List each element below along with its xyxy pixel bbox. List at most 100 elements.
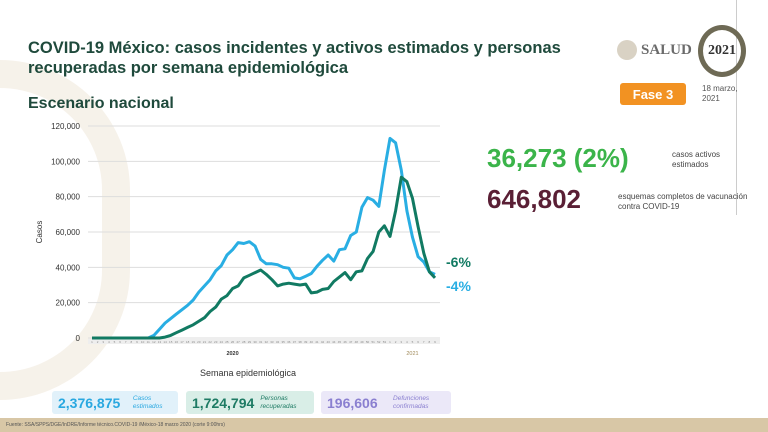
x-tick-label: 22: [208, 340, 212, 344]
x-tick-label: 34: [276, 340, 280, 344]
x-tick-label: 1: [389, 340, 391, 344]
x-tick-label: 23: [214, 340, 218, 344]
x-tick-label: 52: [377, 340, 381, 344]
x-tick-label: 10: [141, 340, 145, 344]
summary-recovered: 1,724,794 Personas recuperadas: [186, 391, 314, 414]
pct-change-top: -6%: [446, 254, 471, 270]
x-tick-label: 17: [180, 340, 184, 344]
year-label-2021: 2021: [406, 351, 418, 357]
mexico-2021-logo: 2021: [698, 25, 746, 77]
x-tick-label: 7: [125, 340, 127, 344]
x-tick-label: 20: [197, 340, 201, 344]
active-cases-label: casos activos estimados: [672, 150, 721, 169]
x-tick-label: 8: [131, 340, 133, 344]
x-tick-label: 43: [326, 340, 330, 344]
x-tick-label: 3: [102, 340, 104, 344]
x-tick-label: 30: [253, 340, 257, 344]
x-tick-label: 41: [315, 340, 319, 344]
x-tick-label: 45: [338, 340, 342, 344]
page-subtitle: Escenario nacional: [28, 95, 174, 112]
x-tick-label: 4: [406, 340, 408, 344]
series-line-0: [92, 136, 436, 340]
summary-value: 1,724,794: [192, 394, 255, 411]
x-tick-label: 46: [343, 340, 347, 344]
summary-label: Defunciones confirmadas: [393, 394, 430, 410]
series-line-1: [92, 175, 437, 340]
x-tick-label: 3: [400, 340, 402, 344]
summary-value: 196,606: [327, 394, 378, 411]
x-tick-label: 15: [169, 340, 173, 344]
salud-text: SALUD: [641, 41, 692, 58]
x-tick-label: 53: [383, 340, 387, 344]
x-tick-label: 50: [366, 340, 370, 344]
divider: [736, 0, 737, 215]
y-tick-label: 100,000: [51, 157, 80, 166]
x-tick-label: 18: [186, 340, 190, 344]
x-tick-label: 24: [220, 340, 224, 344]
summary-label: Personas recuperadas: [260, 394, 297, 410]
x-tick-label: 9: [434, 340, 436, 344]
x-tick-label: 39: [304, 340, 308, 344]
salud-logo: SALUD: [617, 40, 692, 60]
x-tick-label: 14: [163, 340, 167, 344]
x-tick-label: 33: [270, 340, 274, 344]
x-tick-label: 29: [248, 340, 252, 344]
year-label-2020: 2020: [226, 351, 238, 357]
x-tick-label: 2: [395, 340, 397, 344]
x-tick-label: 5: [412, 340, 414, 344]
x-axis-label: Semana epidemiológica: [200, 368, 296, 378]
y-tick-label: 20,000: [56, 299, 81, 308]
x-tick-label: 35: [282, 340, 286, 344]
date-label: 18 marzo, 2021: [702, 84, 738, 103]
x-tick-label: 27: [237, 340, 241, 344]
summary-label: Casos estimados: [132, 394, 163, 410]
x-tick-label: 9: [136, 340, 138, 344]
summary-estimated-cases: 2,376,875 Casos estimados: [52, 391, 178, 414]
x-tick-label: 49: [360, 340, 364, 344]
x-tick-label: 8: [429, 340, 431, 344]
x-tick-label: 48: [355, 340, 359, 344]
x-tick-label: 1: [91, 340, 93, 344]
summary-value: 2,376,875: [58, 394, 121, 411]
x-tick-label: 5: [114, 340, 116, 344]
x-tick-label: 44: [332, 340, 336, 344]
x-tick-label: 31: [259, 340, 263, 344]
x-tick-label: 42: [321, 340, 325, 344]
x-tick-label: 6: [417, 340, 419, 344]
y-tick-label: 120,000: [51, 122, 80, 131]
x-tick-label: 19: [192, 340, 196, 344]
x-tick-label: 25: [225, 340, 229, 344]
x-tick-label: 28: [242, 340, 246, 344]
vaccination-value: 646,802: [487, 184, 581, 214]
x-tick-label: 21: [203, 340, 207, 344]
x-tick-label: 32: [265, 340, 269, 344]
x-tick-label: 11: [147, 340, 150, 344]
x-tick-label: 6: [119, 340, 121, 344]
x-tick-label: 26: [231, 340, 235, 344]
x-tick-label: 51: [371, 340, 375, 344]
x-tick-label: 37: [293, 340, 297, 344]
x-tick-label: 13: [158, 340, 162, 344]
pct-change-bottom: -4%: [446, 278, 471, 294]
x-tick-label: 16: [175, 340, 179, 344]
x-tick-label: 36: [287, 340, 291, 344]
x-tick-label: 47: [349, 340, 353, 344]
y-axis-label: Casos: [35, 221, 44, 244]
source-footer: Fuente: SSA/SPPS/DGE/InDRE/Informe técni…: [0, 418, 768, 432]
y-tick-label: 40,000: [56, 263, 81, 272]
x-axis-band: [88, 339, 440, 344]
y-tick-label: 0: [76, 334, 81, 343]
y-tick-label: 80,000: [56, 193, 81, 202]
phase-badge: Fase 3: [620, 83, 686, 105]
y-tick-label: 60,000: [56, 228, 81, 237]
vaccination-label: esquemas completos de vacunación contra …: [618, 192, 748, 211]
active-cases-value: 36,273 (2%): [487, 143, 629, 173]
x-tick-label: 40: [310, 340, 314, 344]
x-tick-label: 12: [152, 340, 156, 344]
summary-deaths: 196,606 Defunciones confirmadas: [321, 391, 451, 414]
x-tick-label: 38: [298, 340, 302, 344]
seal-icon: [617, 40, 637, 60]
page-title: COVID-19 México: casos incidentes y acti…: [28, 39, 561, 77]
x-tick-label: 4: [108, 340, 110, 344]
